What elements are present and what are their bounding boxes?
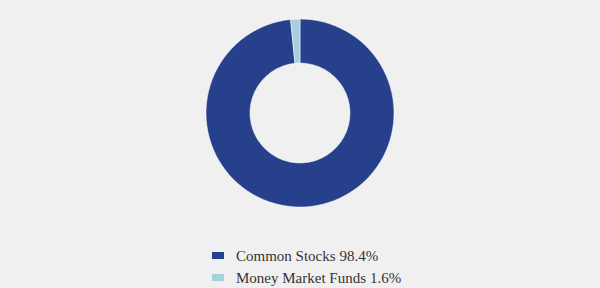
legend-label: Common Stocks98.4%: [236, 248, 378, 264]
slice: [291, 19, 300, 63]
legend-swatch: [212, 274, 224, 281]
chart: Common Stocks98.4% Money Market Funds1.6%: [0, 0, 600, 288]
slice: [206, 19, 394, 207]
legend-value: 1.6%: [370, 270, 401, 286]
legend-value: 98.4%: [340, 248, 379, 264]
legend-swatch: [212, 252, 224, 259]
legend-category: Common Stocks: [236, 248, 336, 264]
background: [0, 0, 600, 288]
legend-label: Money Market Funds1.6%: [236, 270, 401, 286]
legend: Common Stocks98.4% Money Market Funds1.6%: [212, 248, 401, 286]
donut: [206, 19, 394, 207]
legend-category: Money Market Funds: [236, 270, 366, 286]
